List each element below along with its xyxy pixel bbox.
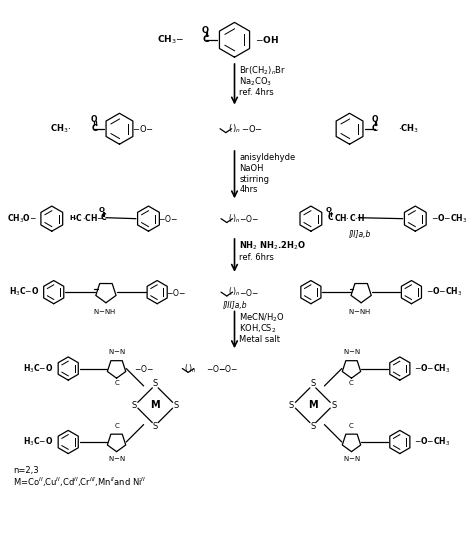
Text: N$-$N: N$-$N (108, 453, 125, 462)
Text: $-$O$-$: $-$O$-$ (132, 123, 154, 134)
Text: Metal salt: Metal salt (239, 335, 280, 344)
Text: C: C (101, 213, 107, 222)
Text: S: S (310, 422, 315, 431)
Text: $-$O$-$: $-$O$-$ (239, 213, 259, 224)
Text: Br(CH$_2$)$_n$Br: Br(CH$_2$)$_n$Br (239, 65, 287, 77)
Text: S: S (310, 380, 315, 388)
Text: $-$O$-$CH$_3$: $-$O$-$CH$_3$ (426, 286, 462, 299)
Text: ($\,$)$_n$: ($\,$)$_n$ (228, 213, 241, 225)
Text: anisyldehyde: anisyldehyde (239, 153, 296, 162)
Text: H$_3$C$-$O: H$_3$C$-$O (24, 436, 54, 448)
Text: $-$O$-$: $-$O$-$ (165, 287, 185, 297)
Text: ref. 4hrs: ref. 4hrs (239, 88, 274, 97)
Text: $-$O$-$CH$_3$: $-$O$-$CH$_3$ (431, 213, 467, 225)
Text: CH$_3$$-$: CH$_3$$-$ (157, 34, 184, 46)
Text: $-$O$-$: $-$O$-$ (206, 363, 226, 374)
Text: $\cdot$CH$-$: $\cdot$CH$-$ (82, 212, 104, 223)
Text: $-$O$-$: $-$O$-$ (134, 363, 154, 374)
Text: C: C (328, 213, 333, 222)
Text: n=2,3: n=2,3 (13, 467, 39, 475)
Text: $\cdot$CH$_3$: $\cdot$CH$_3$ (398, 122, 419, 135)
Text: $-$O$-$CH$_3$: $-$O$-$CH$_3$ (414, 362, 451, 375)
Text: O: O (202, 26, 209, 35)
Text: C: C (349, 423, 354, 429)
Text: S: S (289, 400, 294, 410)
Text: $\cdot$C: $\cdot$C (73, 212, 82, 223)
Text: $-$OH: $-$OH (255, 34, 279, 45)
Text: O: O (325, 207, 331, 213)
Text: C: C (91, 124, 97, 134)
Text: S: S (153, 422, 158, 431)
Text: NaOH: NaOH (239, 164, 264, 173)
Text: C: C (202, 35, 209, 44)
Text: C: C (349, 380, 354, 386)
Text: [III]a,b: [III]a,b (222, 301, 247, 310)
Text: S: S (131, 400, 137, 410)
Text: ($\,$)$_n$: ($\,$)$_n$ (228, 286, 241, 299)
Text: CH$\cdot$: CH$\cdot$ (334, 212, 350, 223)
Text: O: O (91, 115, 98, 123)
Text: MeCN/H$_2$O: MeCN/H$_2$O (239, 312, 285, 325)
Text: $-$O$-$: $-$O$-$ (241, 123, 263, 134)
Text: C$\cdot$H: C$\cdot$H (348, 212, 365, 223)
Text: $-$O$-$: $-$O$-$ (218, 363, 238, 374)
Text: CH$_3$$\cdot$: CH$_3$$\cdot$ (50, 122, 71, 135)
Text: $-$O$-$CH$_3$: $-$O$-$CH$_3$ (414, 436, 451, 448)
Text: O: O (99, 207, 105, 213)
Text: H$_3$C$-$O: H$_3$C$-$O (9, 286, 39, 299)
Text: H$_3$C$-$O: H$_3$C$-$O (24, 362, 54, 375)
Text: S: S (153, 380, 158, 388)
Text: ref. 6hrs: ref. 6hrs (239, 253, 274, 262)
Text: N$-$N: N$-$N (108, 347, 125, 356)
Text: $-$O$-$: $-$O$-$ (158, 213, 178, 224)
Text: C: C (372, 124, 378, 134)
Text: stirring: stirring (239, 175, 269, 184)
Text: [II]a,b: [II]a,b (348, 230, 371, 239)
Text: KOH,CS$_2$: KOH,CS$_2$ (239, 323, 277, 335)
Text: C: C (114, 380, 119, 386)
Text: Na$_2$CO$_3$: Na$_2$CO$_3$ (239, 75, 273, 88)
Text: O: O (372, 115, 378, 123)
Text: ($\,$)$_n$: ($\,$)$_n$ (228, 122, 241, 135)
Text: M=Co$^{II}$,Cu$^{II}$,Cd$^{II}$,Cr$^{III}$,Mn$^{II}$and Ni$^{II}$: M=Co$^{II}$,Cu$^{II}$,Cd$^{II}$,Cr$^{III… (13, 476, 146, 489)
Text: ($\,$)$_n$: ($\,$)$_n$ (184, 362, 197, 375)
Text: N$-$NH: N$-$NH (348, 307, 371, 316)
Text: N$-$N: N$-$N (343, 347, 360, 356)
Text: S: S (331, 400, 337, 410)
Text: M: M (150, 400, 160, 410)
Text: 4hrs: 4hrs (239, 185, 258, 194)
Text: CH$_3$O$-$: CH$_3$O$-$ (7, 213, 36, 225)
Text: H: H (69, 215, 75, 221)
Text: N$-$N: N$-$N (343, 453, 360, 462)
Text: N$-$NH: N$-$NH (93, 307, 115, 316)
Text: NH$_2$ NH$_2$.2H$_2$O: NH$_2$ NH$_2$.2H$_2$O (239, 239, 306, 252)
Text: C: C (114, 423, 119, 429)
Text: $-$O$-$: $-$O$-$ (239, 287, 259, 297)
Text: M: M (308, 400, 318, 410)
Text: S: S (174, 400, 179, 410)
